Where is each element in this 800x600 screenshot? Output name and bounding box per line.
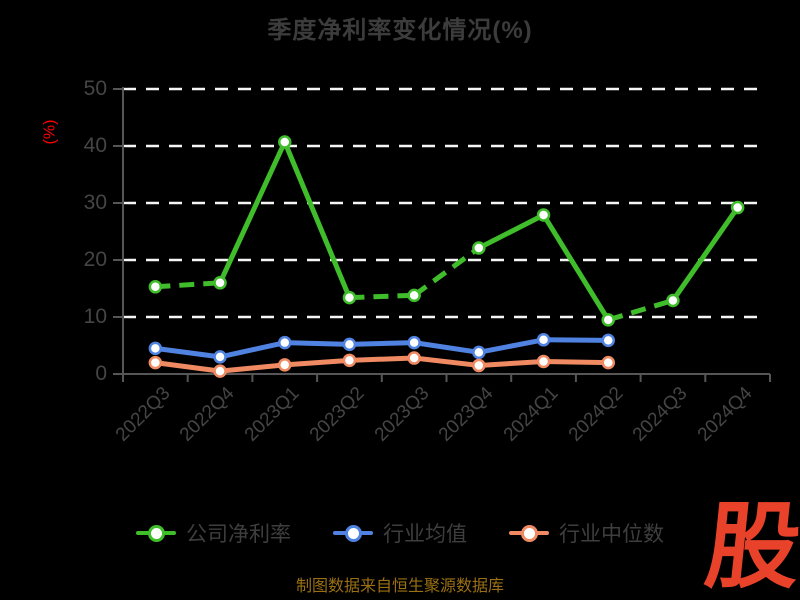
y-tick-label: 50: [83, 77, 107, 100]
legend-item-label: 公司净利率: [186, 523, 291, 546]
legend-item-label: 行业中位数: [559, 523, 664, 546]
y-tick-label: 40: [83, 134, 107, 157]
legend-marker-green-icon: [136, 524, 176, 542]
y-tick-label: 10: [83, 305, 107, 328]
data-source-note: 制图数据来自恒生聚源数据库: [295, 578, 504, 595]
legend-item-industry-average[interactable]: 行业均值: [333, 518, 467, 548]
y-tick-label: 30: [83, 191, 107, 214]
legend-marker-blue-icon: [333, 524, 373, 542]
y-tick-label: 20: [83, 248, 107, 271]
legend-item-industry-median[interactable]: 行业中位数: [509, 518, 664, 548]
brand-logo: 股: [700, 493, 800, 600]
legend-item-label: 行业均值: [383, 523, 467, 546]
y-tick-label: 0: [95, 362, 107, 385]
x-tick-label: 2024Q4: [693, 383, 757, 446]
chart-title: 季度净利率变化情况(%): [267, 17, 533, 44]
legend-item-company-net-margin[interactable]: 公司净利率: [136, 518, 291, 548]
legend-marker-orange-icon: [509, 524, 549, 542]
legend: 公司净利率 行业均值 行业中位数: [0, 518, 800, 548]
